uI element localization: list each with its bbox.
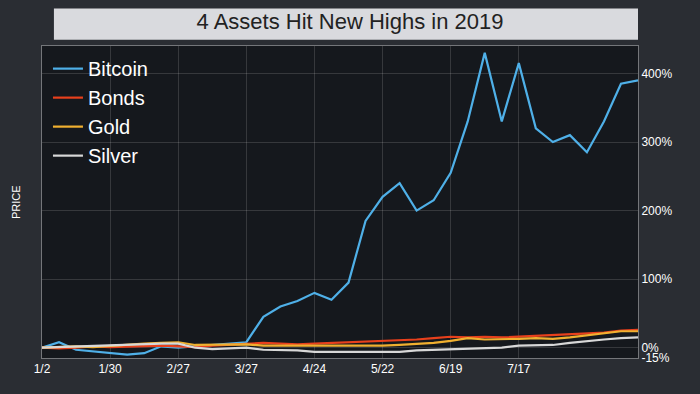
svg-text:400%: 400% <box>641 67 672 81</box>
svg-text:0%: 0% <box>641 341 659 355</box>
svg-text:6/19: 6/19 <box>439 362 463 376</box>
svg-text:1/30: 1/30 <box>98 362 122 376</box>
svg-text:Gold: Gold <box>88 116 130 138</box>
svg-text:5/22: 5/22 <box>371 362 395 376</box>
svg-text:-15%: -15% <box>641 351 669 365</box>
svg-text:7/17: 7/17 <box>507 362 531 376</box>
svg-text:1/2: 1/2 <box>34 362 51 376</box>
svg-text:200%: 200% <box>641 204 672 218</box>
svg-text:Bonds: Bonds <box>88 87 145 109</box>
svg-text:2/27: 2/27 <box>167 362 191 376</box>
svg-text:4/24: 4/24 <box>303 362 327 376</box>
svg-text:300%: 300% <box>641 135 672 149</box>
svg-text:100%: 100% <box>641 272 672 286</box>
svg-text:3/27: 3/27 <box>235 362 259 376</box>
svg-text:PRICE: PRICE <box>10 185 22 219</box>
svg-text:Bitcoin: Bitcoin <box>88 58 148 80</box>
svg-text:4 Assets Hit New Highs in 2019: 4 Assets Hit New Highs in 2019 <box>197 9 504 34</box>
svg-text:Silver: Silver <box>88 145 138 167</box>
